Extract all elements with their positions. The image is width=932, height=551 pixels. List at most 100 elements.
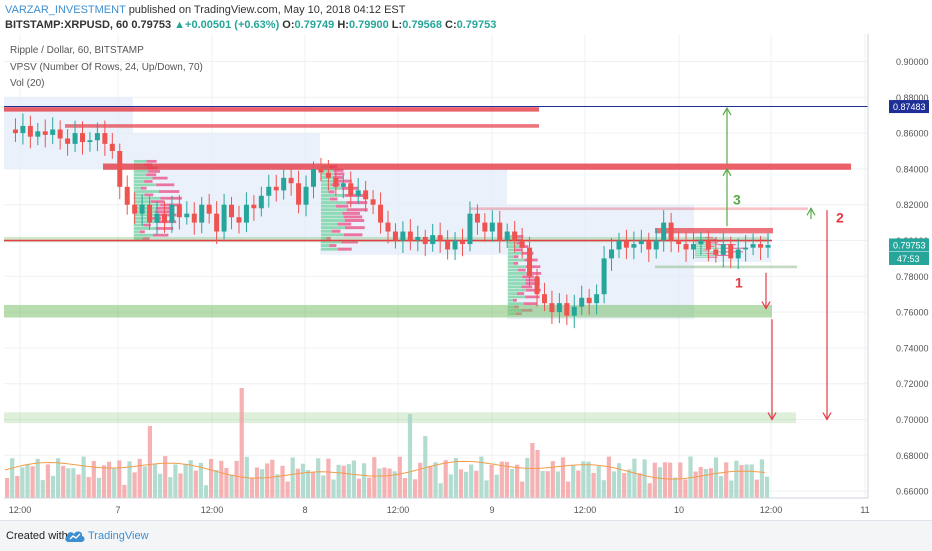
- price-value: 0.79753: [131, 19, 172, 31]
- volume-profile-down-row: [346, 208, 368, 212]
- volume-bar: [50, 475, 56, 498]
- volume-bar: [219, 460, 224, 498]
- volume-profile-down-row: [707, 238, 718, 240]
- volume-bar: [739, 464, 744, 498]
- volume-profile-up-row: [321, 201, 347, 205]
- volume-bar: [5, 478, 10, 498]
- volume-profile-up-row: [134, 206, 156, 210]
- volume-profile-down-row: [705, 236, 714, 239]
- candle-body: [303, 186, 309, 205]
- candle-body: [161, 213, 167, 223]
- candle-body: [184, 213, 190, 218]
- volume-profile-up-row: [508, 265, 526, 269]
- candle-body: [154, 213, 160, 223]
- volume-bar: [295, 468, 300, 498]
- volume-bar: [91, 460, 96, 498]
- tradingview-brand-link[interactable]: TradingView: [88, 530, 149, 542]
- volume-profile-down-row: [152, 233, 169, 237]
- volume-profile-down-row: [345, 226, 365, 230]
- support-line-0-785: [655, 265, 797, 269]
- volume-profile-up-row: [695, 236, 706, 239]
- price-label-last: [889, 238, 929, 252]
- volume-bar: [280, 465, 285, 498]
- time-axis-tick-label: 12:00: [201, 505, 224, 515]
- candle-body: [676, 240, 682, 245]
- open-value: 0.79749: [294, 19, 335, 31]
- volume-profile-up-row: [321, 183, 332, 187]
- volume-bar: [504, 461, 509, 498]
- volume-profile-up-row: [508, 302, 524, 306]
- volume-bar: [499, 461, 504, 498]
- tradingview-cloud-logo-icon[interactable]: [64, 529, 86, 543]
- volume-bar: [469, 464, 474, 498]
- candle-body: [378, 204, 384, 223]
- target-1-arrow-head: [761, 301, 771, 310]
- price-axis-tick-label: 0.78000: [896, 272, 929, 282]
- volume-bar: [586, 461, 591, 498]
- candle-body: [12, 129, 18, 134]
- volume-profile-down-row: [144, 193, 154, 197]
- volume-profile-up-row: [321, 186, 342, 190]
- volume-moving-average-line: [4, 460, 765, 480]
- price-axis-tick-label: 0.90000: [896, 57, 929, 67]
- candle-body: [102, 133, 108, 144]
- chart-background: [0, 34, 932, 520]
- candle-body: [236, 217, 242, 223]
- volume-profile-up-row: [134, 233, 153, 237]
- volume-bar: [560, 457, 566, 498]
- volume-bar: [555, 471, 560, 498]
- volume-bar: [566, 481, 571, 498]
- volume-bar: [193, 470, 198, 498]
- candle-body: [20, 125, 26, 134]
- volume-bar: [260, 469, 265, 498]
- author-link[interactable]: VARZAR_INVESTMENT: [5, 4, 126, 16]
- volume-bar: [351, 460, 356, 498]
- low-value: 0.79568: [402, 19, 442, 31]
- volume-bar: [112, 467, 117, 498]
- volume-bar: [224, 467, 229, 498]
- volume-profile-down-row: [337, 179, 352, 183]
- price-label-horizontal-line-text: 0.87483: [893, 102, 926, 112]
- volume-bar: [581, 461, 586, 498]
- volume-bar: [443, 460, 448, 498]
- candle-body: [653, 240, 659, 250]
- candle-body: [534, 276, 540, 295]
- annotation-label-1: 1: [735, 274, 743, 290]
- volume-profile-up-row: [508, 278, 526, 282]
- volume-profile-up-row: [134, 173, 147, 177]
- price-chart[interactable]: 1 2 3 0.90000 0.88000 0.86000 0.84000 0.82000 0.…: [0, 34, 932, 520]
- volume-bar: [229, 474, 234, 498]
- volume-profile-up-row: [508, 261, 514, 265]
- volume-profile-down-row: [707, 256, 718, 258]
- volume-profile-up-row: [695, 249, 704, 251]
- candle-body: [251, 204, 257, 209]
- volume-profile-down-row: [143, 223, 151, 227]
- volume-profile-up-row: [508, 241, 517, 245]
- volume-bar: [397, 456, 402, 498]
- candle-body: [698, 240, 704, 245]
- target-1-extended-arrow-head: [767, 412, 777, 421]
- volume-profile-zone: [507, 204, 694, 320]
- volume-bar: [642, 459, 647, 498]
- price-axis-tick-label: 0.66000: [896, 487, 929, 497]
- volume-bar: [387, 468, 392, 498]
- volume-profile-up-row: [321, 204, 337, 208]
- candle-body: [243, 204, 249, 223]
- candle-body: [132, 204, 138, 214]
- volume-bar: [377, 468, 382, 498]
- candle-body: [668, 222, 674, 241]
- volume-profile-down-row: [344, 193, 365, 197]
- price-label-horizontal-line: [889, 100, 929, 114]
- volume-profile-down-row: [513, 255, 519, 259]
- candle-body: [422, 236, 428, 245]
- volume-bar: [346, 464, 351, 498]
- volume-profile-up-row: [321, 211, 343, 215]
- volume-bar: [107, 461, 112, 498]
- price-axis-tick-label: 0.86000: [896, 129, 929, 139]
- ohlc-line: BITSTAMP:XRPUSD, 60 0.79753 ▲+0.00501 (+…: [5, 19, 496, 31]
- candle-body: [594, 294, 600, 304]
- candle-body: [27, 125, 33, 137]
- candle-body: [400, 231, 406, 241]
- volume-bar: [606, 456, 611, 498]
- volume-profile-down-row: [336, 204, 349, 208]
